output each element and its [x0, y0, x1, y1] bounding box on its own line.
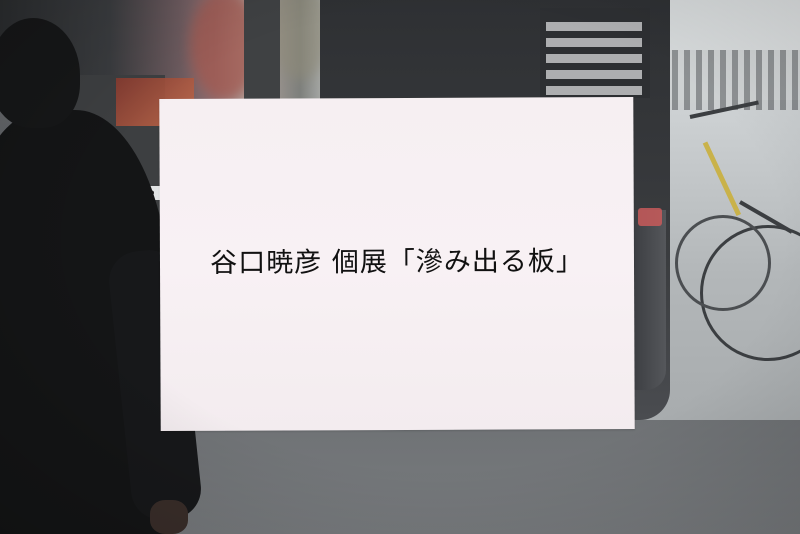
directory-line — [546, 38, 642, 47]
car-rear — [632, 210, 666, 390]
directory-line — [546, 22, 642, 31]
bicycle-wheel — [675, 215, 771, 311]
exhibition-title: 谷口暁彦 個展「滲み出る板」 — [210, 246, 584, 279]
directory-line — [546, 86, 642, 95]
car-tail-light — [638, 208, 662, 226]
person-head — [0, 18, 80, 128]
building-wall — [660, 50, 800, 110]
directory-line — [546, 70, 642, 79]
window-pillar — [244, 0, 280, 100]
directory-line — [546, 54, 642, 63]
exhibition-sign: 谷口暁彦 個展「滲み出る板」 — [159, 96, 635, 432]
person-hand — [150, 500, 188, 534]
building-directory — [540, 8, 650, 98]
